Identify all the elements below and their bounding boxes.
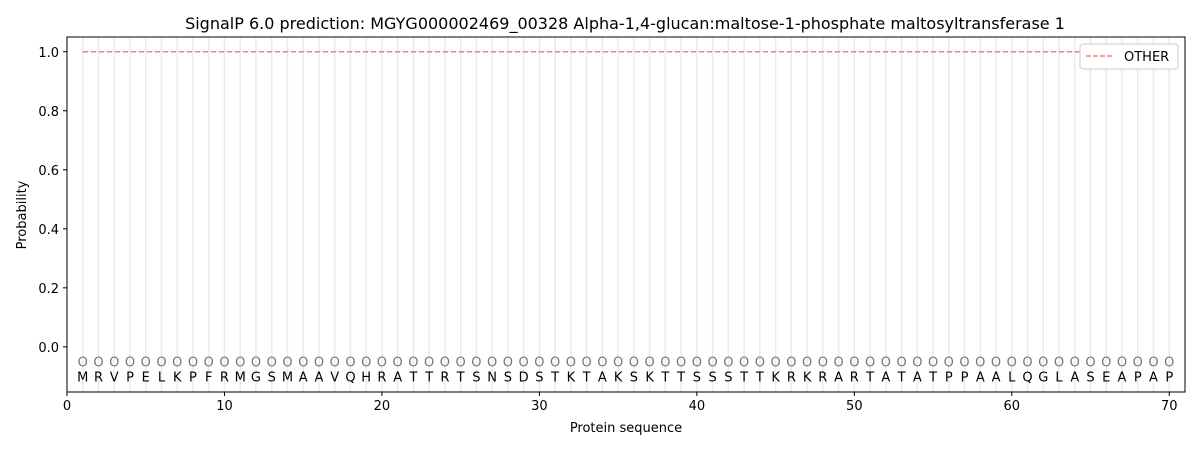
residue-annotation: O xyxy=(456,356,466,371)
residue-annotation: O xyxy=(361,356,371,371)
residue-annotation: O xyxy=(1022,356,1032,371)
y-tick-label: 1.0 xyxy=(38,46,59,61)
residue-annotation: O xyxy=(975,356,985,371)
residue-annotation: O xyxy=(219,356,229,371)
residue-annotation: O xyxy=(377,356,387,371)
x-tick-label: 70 xyxy=(1161,399,1178,414)
residue-annotation: O xyxy=(393,356,403,371)
residue-annotation: O xyxy=(1070,356,1080,371)
residue-annotation: O xyxy=(849,356,859,371)
residue-annotation: O xyxy=(471,356,481,371)
residue-annotation: O xyxy=(141,356,151,371)
residue-annotation: O xyxy=(833,356,843,371)
residue-annotation: O xyxy=(692,356,702,371)
residue-annotation: O xyxy=(125,356,135,371)
x-tick-label: 30 xyxy=(531,399,548,414)
residue-annotation: O xyxy=(770,356,780,371)
residue-annotation: O xyxy=(1038,356,1048,371)
residue-annotation: O xyxy=(896,356,906,371)
residue-annotation: O xyxy=(613,356,623,371)
residue-annotation: O xyxy=(707,356,717,371)
residue-annotation: O xyxy=(1054,356,1064,371)
residue-annotation: O xyxy=(1148,356,1158,371)
residue-annotation: O xyxy=(267,356,277,371)
residue-annotation: O xyxy=(629,356,639,371)
y-tick-label: 0.0 xyxy=(38,341,59,356)
residue-annotation: O xyxy=(330,356,340,371)
x-tick-label: 50 xyxy=(846,399,863,414)
residue-annotation: O xyxy=(959,356,969,371)
residue-annotation: O xyxy=(519,356,529,371)
x-tick-label: 10 xyxy=(216,399,233,414)
residue-annotation: O xyxy=(78,356,88,371)
residue-annotation: O xyxy=(881,356,891,371)
residue-annotation: O xyxy=(802,356,812,371)
residue-annotation: O xyxy=(1117,356,1127,371)
y-tick-label: 0.6 xyxy=(38,164,59,179)
residue-annotation: O xyxy=(1101,356,1111,371)
residue-annotation: O xyxy=(865,356,875,371)
residue-annotation: O xyxy=(440,356,450,371)
x-tick-label: 20 xyxy=(374,399,391,414)
residue-annotation: O xyxy=(597,356,607,371)
residue-annotation: O xyxy=(282,356,292,371)
legend-label-other: OTHER xyxy=(1124,50,1169,65)
residue-annotation: O xyxy=(93,356,103,371)
residue-annotation: O xyxy=(172,356,182,371)
residue-annotation: O xyxy=(550,356,560,371)
residue-annotation: O xyxy=(1007,356,1017,371)
residue-annotation: O xyxy=(676,356,686,371)
x-tick-label: 0 xyxy=(63,399,71,414)
residue-annotation: O xyxy=(251,356,261,371)
residue-annotation: O xyxy=(109,356,119,371)
y-tick-label: 0.4 xyxy=(38,223,59,238)
residue-annotation: O xyxy=(503,356,513,371)
residue-annotation: O xyxy=(1164,356,1174,371)
residue-annotation: O xyxy=(487,356,497,371)
chart-title: SignalP 6.0 prediction: MGYG000002469_00… xyxy=(185,14,1065,34)
residue-annotation: O xyxy=(582,356,592,371)
residue-annotation: O xyxy=(566,356,576,371)
residue-annotation: O xyxy=(345,356,355,371)
legend: OTHER xyxy=(1079,43,1179,70)
residue-annotation: O xyxy=(424,356,434,371)
residue-annotation: O xyxy=(235,356,245,371)
x-tick-label: 60 xyxy=(1004,399,1021,414)
residue-annotation: O xyxy=(156,356,166,371)
y-axis-label: Probability xyxy=(15,180,30,249)
residue-annotation: O xyxy=(534,356,544,371)
residue-annotation: O xyxy=(204,356,214,371)
residue-annotation: O xyxy=(818,356,828,371)
residue-annotation: O xyxy=(755,356,765,371)
residue-annotation: O xyxy=(1133,356,1143,371)
residue-annotation: O xyxy=(944,356,954,371)
residue-annotation: O xyxy=(1085,356,1095,371)
residue-sequence: MRVPELKPFRMGSMAAVQHRATTRTSNSDSTKTAKSKTTS… xyxy=(77,370,1173,385)
x-tick-label: 40 xyxy=(689,399,706,414)
y-tick-label: 0.2 xyxy=(38,282,59,297)
residue-annotation: O xyxy=(408,356,418,371)
y-tick-label: 0.8 xyxy=(38,105,59,120)
residue-annotation: O xyxy=(645,356,655,371)
residue-annotation: O xyxy=(928,356,938,371)
residue-annotation: O xyxy=(991,356,1001,371)
residue-annotation: O xyxy=(660,356,670,371)
residue-annotation: O xyxy=(786,356,796,371)
plot-frame xyxy=(66,36,1186,393)
residue-annotation: O xyxy=(739,356,749,371)
residue-annotation: O xyxy=(723,356,733,371)
residue-annotation: O xyxy=(912,356,922,371)
x-axis-label: Protein sequence xyxy=(570,421,682,436)
residue-annotation: O xyxy=(314,356,324,371)
residue-annotation: O xyxy=(188,356,198,371)
residue-annotation: O xyxy=(298,356,308,371)
